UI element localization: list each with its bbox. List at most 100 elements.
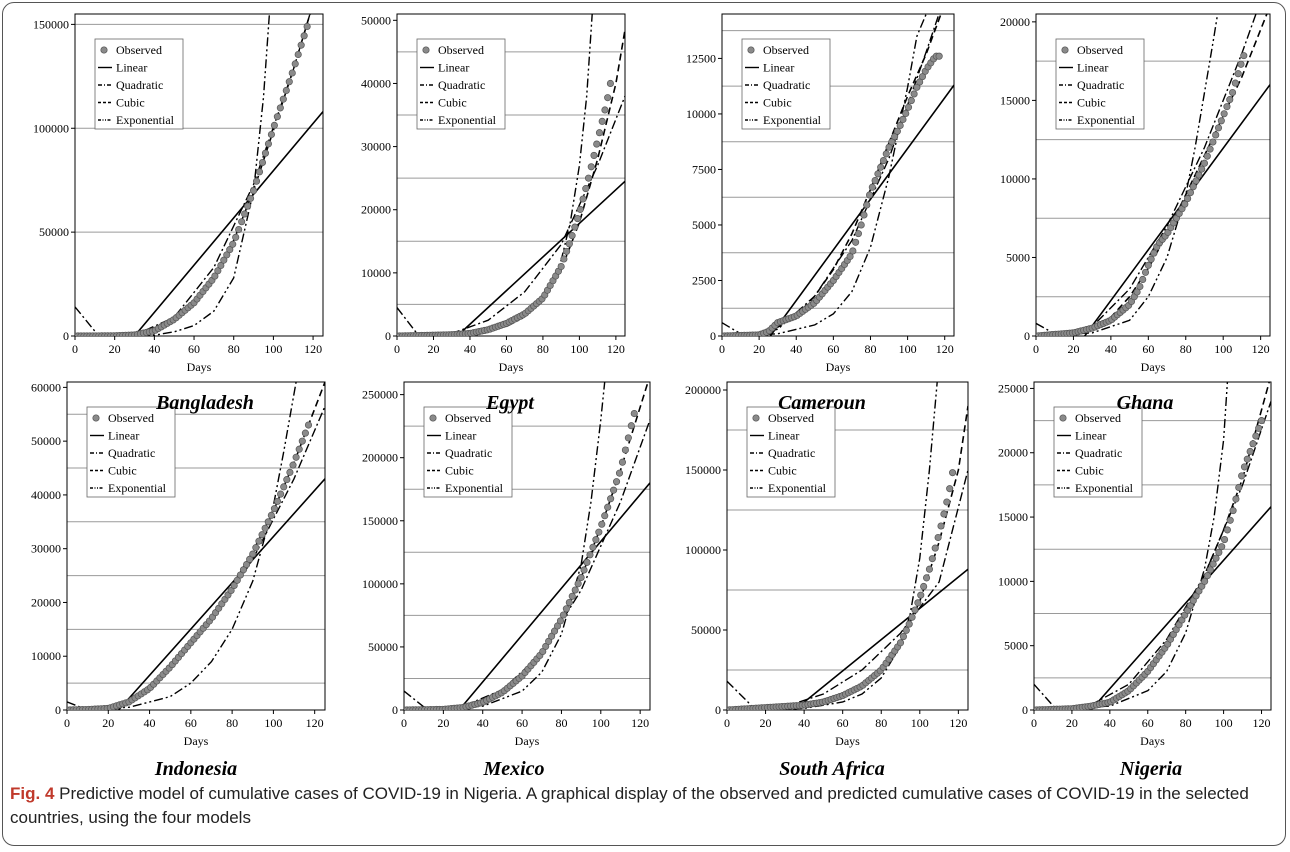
legend-box: [86, 406, 176, 498]
observed-point: [1252, 432, 1260, 440]
observed-point: [1243, 455, 1251, 463]
observed-point: [946, 485, 954, 493]
y-tick-label: 50000: [361, 13, 391, 27]
observed-point: [846, 252, 854, 261]
legend-label-linear: Linear: [763, 61, 794, 75]
observed-point: [282, 86, 290, 94]
observed-point: [227, 586, 235, 595]
observed-point: [241, 210, 249, 218]
x-tick-label: 20: [102, 716, 114, 730]
series-line-quadratic: [75, 14, 311, 336]
y-tick-label: 40000: [361, 76, 391, 90]
observed-point: [233, 576, 241, 584]
y-tick-label: 5000: [1006, 250, 1030, 264]
observed-point: [247, 194, 255, 202]
x-tick-label: 0: [1031, 716, 1037, 730]
observed-point: [230, 581, 238, 590]
x-tick-label: 20: [760, 716, 772, 730]
observed-point: [1203, 152, 1211, 160]
x-tick-label: 80: [875, 716, 887, 730]
legend-label-linear: Linear: [1077, 61, 1108, 75]
observed-point: [563, 247, 571, 255]
legend: Observed Linear Quadratic Cubic Exponential: [94, 38, 184, 130]
y-tick-label: 150000: [362, 514, 398, 528]
legend-label-observed: Observed: [768, 411, 814, 425]
y-tick-label: 20000: [1000, 15, 1030, 29]
observed-point: [621, 446, 629, 454]
x-tick-label: 20: [427, 342, 439, 356]
x-axis-label: Days: [187, 360, 212, 374]
observed-point: [911, 606, 919, 614]
observed-point: [1240, 463, 1249, 471]
plot-frame: [74, 13, 324, 337]
observed-point: [914, 599, 922, 607]
observed-point: [267, 511, 275, 519]
observed-point: [1141, 268, 1150, 276]
x-axis-label: Days: [184, 734, 209, 748]
legend-label-observed: Observed: [1075, 411, 1121, 425]
observed-point: [571, 586, 579, 594]
observed-point: [1201, 577, 1209, 585]
observed-point: [568, 232, 576, 240]
observed-point: [289, 461, 297, 469]
observed-point: [223, 251, 231, 259]
legend-label-observed: Observed: [116, 43, 162, 57]
observed-point: [211, 272, 219, 280]
plot-frame: [721, 13, 955, 337]
observed-point: [577, 573, 585, 582]
x-tick-label: 120: [631, 716, 649, 730]
observed-point: [298, 437, 306, 445]
country-label-ghana: Ghana: [1116, 392, 1174, 414]
observed-point: [559, 611, 567, 619]
observed-point: [249, 550, 257, 558]
observed-point: [1232, 495, 1240, 503]
observed-point: [877, 163, 885, 171]
x-tick-label: 60: [837, 716, 849, 730]
observed-point: [922, 574, 931, 582]
x-tick-label: 100: [264, 342, 282, 356]
observed-point: [288, 69, 296, 77]
legend-label-observed: Observed: [108, 411, 154, 425]
y-tick-label: 200000: [685, 383, 721, 397]
observed-point: [1139, 275, 1147, 284]
series-line-exponential: [404, 382, 606, 710]
legend-box: [94, 38, 184, 130]
y-tick-label: 60000: [31, 380, 61, 394]
legend-label-quadratic: Quadratic: [768, 446, 815, 460]
observed-point: [270, 121, 278, 129]
observed-point: [893, 127, 901, 135]
observed-point: [1147, 255, 1155, 263]
legend-box: [1055, 38, 1145, 130]
legend-label-linear: Linear: [108, 429, 139, 443]
observed-point: [1223, 103, 1231, 111]
observed-point: [252, 177, 261, 185]
observed-point: [1217, 117, 1225, 125]
observed-point: [1181, 200, 1189, 208]
x-tick-label: 0: [724, 716, 730, 730]
observed-point: [1246, 447, 1254, 456]
x-tick-label: 0: [72, 342, 78, 356]
series-line-exponential: [1034, 382, 1229, 710]
legend-label-linear: Linear: [768, 429, 799, 443]
observed-point: [854, 230, 862, 238]
y-tick-label: 0: [385, 329, 391, 343]
series-line-linear: [118, 478, 325, 710]
x-tick-label: 100: [264, 716, 282, 730]
observed-point: [301, 429, 309, 437]
observed-point: [937, 522, 945, 530]
y-tick-label: 25000: [998, 381, 1028, 395]
observed-point: [583, 558, 591, 566]
observed-point: [849, 247, 857, 255]
x-tick-label: 100: [592, 716, 610, 730]
x-tick-label: 0: [401, 716, 407, 730]
legend-label-quadratic: Quadratic: [763, 78, 810, 92]
legend-box: [423, 406, 513, 498]
x-tick-label: 120: [949, 716, 967, 730]
observed-point: [899, 633, 907, 641]
y-tick-label: 50000: [691, 623, 721, 637]
x-tick-label: 100: [1214, 342, 1232, 356]
y-tick-label: 15000: [998, 510, 1028, 524]
observed-point: [1235, 483, 1243, 492]
observed-point: [1189, 183, 1197, 191]
